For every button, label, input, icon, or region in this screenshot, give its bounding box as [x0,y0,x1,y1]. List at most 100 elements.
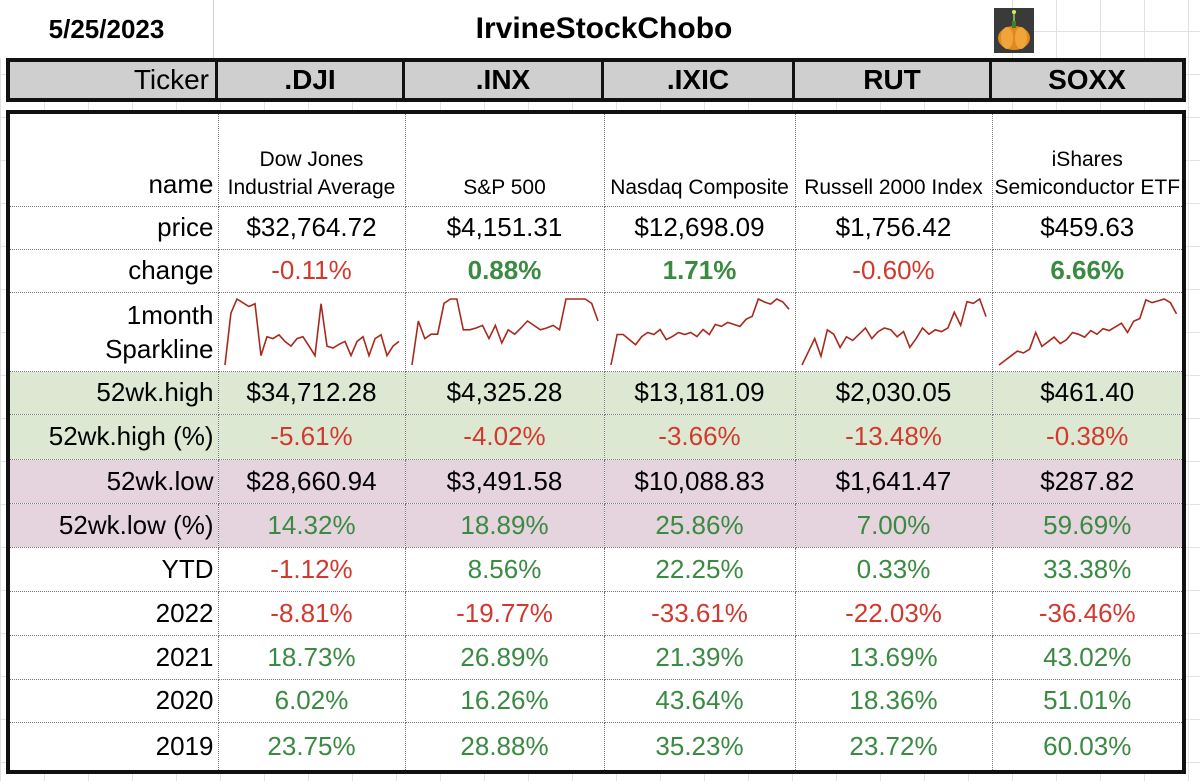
row-label-2019[interactable]: 2019 [10,722,219,770]
y2020-dji[interactable]: 6.02% [218,679,406,723]
high52pct-rut[interactable]: -13.48% [795,414,993,460]
sparkline-rut[interactable] [795,292,993,372]
high52pct-dji[interactable]: -5.61% [218,414,406,460]
y2020-soxx[interactable]: 51.01% [992,679,1182,723]
row-label-price[interactable]: price [10,206,219,250]
low52pct-ixic[interactable]: 25.86% [604,503,796,548]
y2022-inx[interactable]: -19.77% [405,591,605,636]
high52pct-soxx[interactable]: -0.38% [992,414,1182,460]
change-soxx[interactable]: 6.66% [992,249,1182,293]
row-label-2022[interactable]: 2022 [10,591,219,636]
change-ixic[interactable]: 1.71% [604,249,796,293]
name-soxx[interactable]: iShares Semiconductor ETF [992,114,1182,207]
price-inx[interactable]: $4,151.31 [405,206,605,250]
ticker-label[interactable]: Ticker [10,62,218,98]
y2019-rut[interactable]: 23.72% [795,722,993,770]
name-rut[interactable]: Russell 2000 Index [795,114,993,207]
y2019-ixic[interactable]: 35.23% [604,722,796,770]
row-price: price $32,764.72 $4,151.31 $12,698.09 $1… [10,206,1182,250]
sparkline-line [800,297,987,365]
high52pct-ixic[interactable]: -3.66% [604,414,796,460]
row-2021: 2021 18.73% 26.89% 21.39% 13.69% 43.02% [10,635,1182,680]
price-ixic[interactable]: $12,698.09 [604,206,796,250]
sheet-title[interactable]: IrvineStockChobo [214,0,994,58]
pumpkin-icon [994,8,1034,53]
high52-inx[interactable]: $4,325.28 [405,371,605,415]
row-label-change[interactable]: change [10,249,219,293]
y2021-inx[interactable]: 26.89% [405,635,605,680]
ytd-ixic[interactable]: 22.25% [604,547,796,592]
sparkline-dji[interactable] [218,292,406,372]
row-2020: 2020 6.02% 16.26% 43.64% 18.36% 51.01% [10,679,1182,723]
price-rut[interactable]: $1,756.42 [795,206,993,250]
y2021-soxx[interactable]: 43.02% [992,635,1182,680]
date-cell[interactable]: 5/25/2023 [0,0,214,58]
y2022-rut[interactable]: -22.03% [795,591,993,636]
low52pct-dji[interactable]: 14.32% [218,503,406,548]
ytd-dji[interactable]: -1.12% [218,547,406,592]
ytd-inx[interactable]: 8.56% [405,547,605,592]
price-dji[interactable]: $32,764.72 [218,206,406,250]
y2019-inx[interactable]: 28.88% [405,722,605,770]
name-dji[interactable]: Dow Jones Industrial Average [218,114,406,207]
ticker-soxx[interactable]: SOXX [1048,64,1126,95]
row-52wk-low: 52wk.low $28,660.94 $3,491.58 $10,088.83… [10,459,1182,504]
low52-rut[interactable]: $1,641.47 [795,459,993,504]
y2021-rut[interactable]: 13.69% [795,635,993,680]
ticker-ixic[interactable]: .IXIC [604,62,795,98]
row-label-52wk-low-pct[interactable]: 52wk.low (%) [10,503,219,548]
y2020-ixic[interactable]: 43.64% [604,679,796,723]
price-soxx[interactable]: $459.63 [992,206,1182,250]
ticker-inx[interactable]: .INX [405,62,604,98]
y2022-soxx[interactable]: -36.46% [992,591,1182,636]
sparkline-chart-rut [800,297,987,365]
row-label-52wk-low[interactable]: 52wk.low [10,459,219,504]
change-dji[interactable]: -0.11% [218,249,406,293]
y2021-ixic[interactable]: 21.39% [604,635,796,680]
sparkline-line [998,297,1177,366]
change-rut[interactable]: -0.60% [795,249,993,293]
row-label-ytd[interactable]: YTD [10,547,219,592]
sparkline-soxx[interactable] [992,292,1182,372]
ticker-rut[interactable]: RUT [795,62,992,98]
low52-ixic[interactable]: $10,088.83 [604,459,796,504]
row-label-52wk-high-pct[interactable]: 52wk.high (%) [10,414,219,460]
ticker-dji[interactable]: .DJI [218,62,405,98]
row-label-2020[interactable]: 2020 [10,679,219,723]
row-label-sparkline[interactable]: 1month Sparkline [10,292,219,372]
y2022-ixic[interactable]: -33.61% [604,591,796,636]
row-52wk-high-pct: 52wk.high (%) -5.61% -4.02% -3.66% -13.4… [10,414,1182,460]
y2019-dji[interactable]: 23.75% [218,722,406,770]
high52-rut[interactable]: $2,030.05 [795,371,993,415]
high52pct-inx[interactable]: -4.02% [405,414,605,460]
row-sparkline: 1month Sparkline [10,292,1182,372]
high52-ixic[interactable]: $13,181.09 [604,371,796,415]
row-label-name[interactable]: name [10,114,219,207]
name-ixic[interactable]: Nasdaq Composite [604,114,796,207]
sparkline-inx[interactable] [405,292,605,372]
name-inx[interactable]: S&P 500 [405,114,605,207]
sparkline-line [410,297,599,365]
low52-soxx[interactable]: $287.82 [992,459,1182,504]
low52-inx[interactable]: $3,491.58 [405,459,605,504]
sparkline-ixic[interactable] [604,292,796,372]
low52-dji[interactable]: $28,660.94 [218,459,406,504]
row-label-52wk-high[interactable]: 52wk.high [10,371,219,415]
low52pct-rut[interactable]: 7.00% [795,503,993,548]
change-inx[interactable]: 0.88% [405,249,605,293]
low52pct-soxx[interactable]: 59.69% [992,503,1182,548]
low52pct-inx[interactable]: 18.89% [405,503,605,548]
y2019-soxx[interactable]: 60.03% [1043,730,1132,761]
sparkline-label-line2: Sparkline [105,333,214,364]
y2021-dji[interactable]: 18.73% [218,635,406,680]
high52-soxx[interactable]: $461.40 [992,371,1182,415]
y2022-dji[interactable]: -8.81% [218,591,406,636]
ytd-rut[interactable]: 0.33% [795,547,993,592]
title-row: 5/25/2023 IrvineStockChobo [0,0,1200,58]
high52-dji[interactable]: $34,712.28 [218,371,406,415]
y2020-rut[interactable]: 18.36% [795,679,993,723]
ticker-header-row: Ticker .DJI .INX .IXIC RUT SOXX [6,58,1186,102]
row-label-2021[interactable]: 2021 [10,635,219,680]
y2020-inx[interactable]: 16.26% [405,679,605,723]
ytd-soxx[interactable]: 33.38% [992,547,1182,592]
